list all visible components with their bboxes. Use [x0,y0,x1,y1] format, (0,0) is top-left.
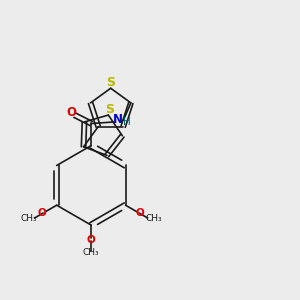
Text: CH₃: CH₃ [145,214,162,223]
Text: O: O [66,106,76,119]
Text: O: O [136,208,145,218]
Text: S: S [106,76,115,89]
Text: H: H [123,117,130,127]
Text: CH₃: CH₃ [21,214,37,223]
Text: O: O [38,208,46,218]
Text: CH₃: CH₃ [83,248,99,257]
Text: N: N [113,113,123,127]
Text: S: S [105,103,114,116]
Text: O: O [87,235,95,245]
